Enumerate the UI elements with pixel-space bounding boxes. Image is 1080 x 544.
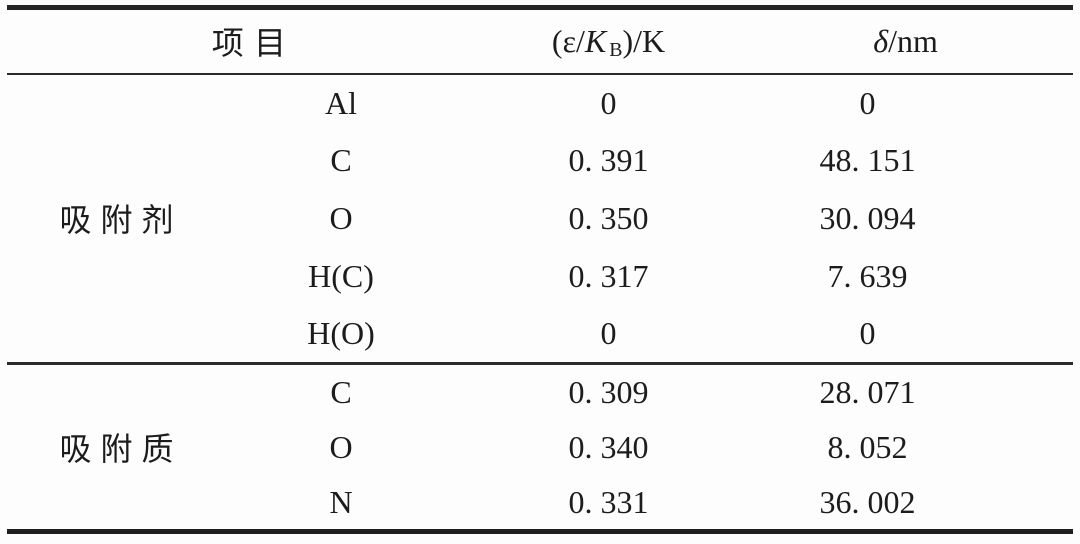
eps-value: 0 xyxy=(600,84,617,121)
header-delta-nm: δ/nm xyxy=(762,7,1074,75)
element-cell: C xyxy=(330,142,352,178)
eps-post: )/K xyxy=(622,22,666,59)
header-item: 项目 xyxy=(7,7,456,75)
element-cell: C xyxy=(330,373,352,410)
table-row: 吸附剂 Al 0 0 xyxy=(7,74,1073,239)
group-label-adsorbate: 吸附质 xyxy=(59,431,183,467)
table-row: 吸附质 C 0. 309 28. 071 xyxy=(7,364,1073,467)
adsorption-parameters-table: 项目 (ε/K B)/K δ/nm 吸附剂 Al 0 0 C 0. 391 48.… xyxy=(7,5,1074,534)
group-label-adsorbent: 吸附剂 xyxy=(59,202,183,239)
eps-value: 0. 350 xyxy=(568,200,649,236)
delta-value: 48. 151 xyxy=(819,142,916,178)
element-cell: H(C) xyxy=(308,258,374,294)
group-adsorbent: 吸附剂 Al 0 0 C 0. 391 48. 151 O 0. 350 30.… xyxy=(7,74,1074,365)
element-cell: Al xyxy=(325,84,357,121)
eps-value: 0. 391 xyxy=(568,142,649,178)
delta-value: 7. 639 xyxy=(827,258,908,294)
element-cell: N xyxy=(329,483,353,520)
eps-value: 0. 317 xyxy=(568,258,649,294)
delta-value: 8. 052 xyxy=(827,429,908,465)
table-row: N 0. 331 36. 002 xyxy=(7,476,1073,532)
eps-subscript-b: B xyxy=(609,39,623,62)
table-header: 项目 (ε/K B)/K δ/nm xyxy=(7,7,1074,75)
delta-unit: /nm xyxy=(888,22,938,59)
table-row: H(O) 0 0 xyxy=(7,305,1074,365)
table-row: H(C) 0. 317 7. 639 xyxy=(7,248,1073,306)
eps-k-symbol: K xyxy=(584,22,607,59)
delta-value: 0 xyxy=(762,305,1074,365)
delta-value: 30. 094 xyxy=(819,200,916,236)
eps-value: 0. 309 xyxy=(568,373,649,410)
eps-value: 0. 331 xyxy=(568,483,649,520)
table-row: O 0. 350 30. 094 xyxy=(7,190,1073,248)
eps-value: 0 xyxy=(455,305,763,365)
table-row: O 0. 340 8. 052 xyxy=(7,420,1073,476)
delta-value: 36. 002 xyxy=(819,483,916,520)
header-epsilon-over-kb: (ε/K B)/K xyxy=(455,7,763,75)
eps-pre: (ε/ xyxy=(551,22,585,59)
element-cell: O xyxy=(329,200,353,236)
delta-value: 28. 071 xyxy=(819,373,916,410)
eps-value: 0. 340 xyxy=(568,429,649,465)
delta-value: 0 xyxy=(859,84,876,121)
delta-symbol: δ xyxy=(873,22,889,59)
element-cell: H(O) xyxy=(227,305,456,365)
element-cell: O xyxy=(329,429,353,465)
table-row: C 0. 391 48. 151 xyxy=(7,132,1073,190)
header-row: 项目 (ε/K B)/K δ/nm xyxy=(7,7,1074,75)
group-adsorbate: 吸附质 C 0. 309 28. 071 O 0. 340 8. 052 N 0… xyxy=(7,364,1073,532)
